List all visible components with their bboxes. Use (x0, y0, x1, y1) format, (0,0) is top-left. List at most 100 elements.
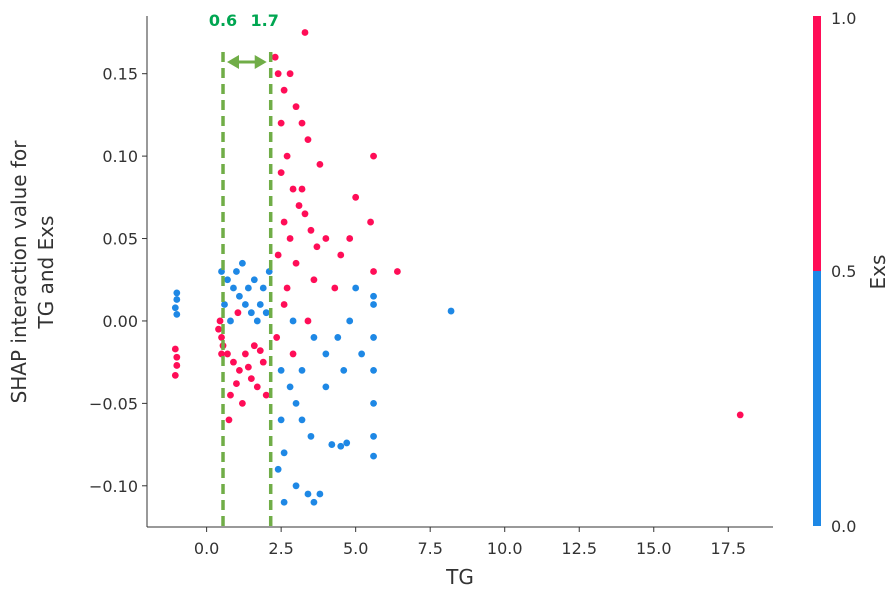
scatter-point (171, 371, 179, 379)
scatter-point (244, 284, 252, 292)
colorbar-gradient (813, 16, 821, 526)
scatter-point (236, 367, 243, 374)
scatter-point (225, 416, 233, 424)
scatter-point (233, 380, 240, 387)
scatter-point (370, 292, 377, 300)
scatter-point (236, 292, 243, 300)
scatter-point (224, 350, 231, 358)
scatter-point (230, 358, 237, 366)
threshold-annotation: 0.6 1.7 (209, 11, 279, 527)
scatter-point (310, 498, 318, 506)
x-tick-label: 15.0 (636, 539, 672, 558)
arrow-head-right (254, 55, 267, 69)
scatter-point (298, 416, 306, 424)
threshold-label-high: 1.7 (251, 11, 279, 30)
scatter-point (292, 482, 300, 490)
scatter-point (289, 350, 297, 358)
y-tick-label: −0.05 (89, 394, 138, 413)
scatter-point (218, 334, 225, 341)
scatter-point (337, 442, 345, 450)
y-axis-ticks: −0.10 −0.05 0.00 0.05 0.10 0.15 (89, 65, 147, 496)
scatter-point (230, 284, 237, 292)
colorbar-tick-low: 0.0 (831, 517, 856, 536)
y-tick-label: −0.10 (89, 477, 138, 496)
scatter-point (310, 276, 318, 284)
x-tick-label: 0.0 (194, 539, 219, 558)
scatter-point (173, 289, 181, 297)
scatter-point (253, 317, 261, 325)
scatter-point (298, 185, 306, 193)
scatter-point (322, 350, 330, 358)
scatter-point (247, 375, 255, 383)
scatter-point (370, 399, 377, 407)
scatter-point (313, 243, 321, 251)
scatter-point (447, 307, 455, 315)
scatter-point (224, 276, 231, 284)
scatter-point (370, 152, 377, 160)
scatter-point (171, 345, 179, 353)
scatter-point (286, 383, 294, 391)
scatter-point (233, 268, 240, 275)
scatter-point (370, 334, 377, 341)
scatter-point (322, 235, 330, 242)
scatter-point (289, 317, 297, 325)
scatter-point (215, 325, 222, 333)
scatter-point (173, 310, 181, 318)
scatter-point (173, 362, 181, 369)
y-tick-label: 0.05 (102, 230, 138, 249)
scatter-point (280, 218, 288, 226)
scatter-point (301, 29, 309, 36)
y-tick-label: 0.10 (102, 147, 138, 166)
scatter-point (286, 70, 294, 78)
scatter-points (171, 29, 744, 506)
scatter-point (250, 342, 258, 350)
scatter-point (337, 251, 345, 259)
scatter-point (736, 411, 744, 419)
x-tick-label: 12.5 (561, 539, 597, 558)
scatter-point (259, 284, 267, 292)
scatter-point (262, 391, 270, 399)
scatter-point (171, 304, 179, 312)
y-tick-label: 0.15 (102, 65, 138, 84)
scatter-point (216, 317, 224, 325)
scatter-point (218, 350, 225, 358)
scatter-point (301, 210, 309, 218)
scatter-point (227, 391, 234, 399)
scatter-point (277, 416, 285, 424)
colorbar: 1.0 0.5 0.0 Exs (813, 9, 890, 536)
scatter-point (280, 86, 288, 94)
scatter-point (244, 363, 252, 371)
scatter-point (316, 160, 324, 168)
scatter-point (234, 309, 242, 317)
scatter-point (221, 301, 228, 308)
scatter-point (340, 367, 348, 374)
scatter-point (286, 235, 294, 242)
y-axis-title-line2: TG and Exs (34, 216, 58, 330)
scatter-point (277, 169, 285, 176)
scatter-point (283, 284, 291, 292)
arrow-head-left (227, 55, 240, 69)
scatter-point (310, 334, 318, 341)
scatter-point (304, 490, 312, 498)
scatter-point (250, 276, 258, 284)
scatter-point (298, 119, 306, 127)
scatter-point (307, 226, 315, 234)
scatter-point (352, 284, 360, 292)
scatter-point (370, 432, 377, 440)
scatter-point (346, 235, 354, 242)
scatter-point (298, 367, 306, 374)
scatter-point (277, 119, 285, 127)
scatter-point (274, 251, 282, 259)
scatter-point (346, 317, 354, 325)
scatter-point (274, 465, 282, 473)
x-tick-label: 2.5 (268, 539, 293, 558)
scatter-point (292, 259, 300, 267)
colorbar-tick-mid: 0.5 (831, 262, 856, 281)
scatter-point (259, 358, 267, 366)
scatter-point (316, 490, 324, 498)
scatter-point (173, 353, 181, 361)
scatter-point (274, 70, 282, 78)
colorbar-label: Exs (866, 255, 890, 290)
